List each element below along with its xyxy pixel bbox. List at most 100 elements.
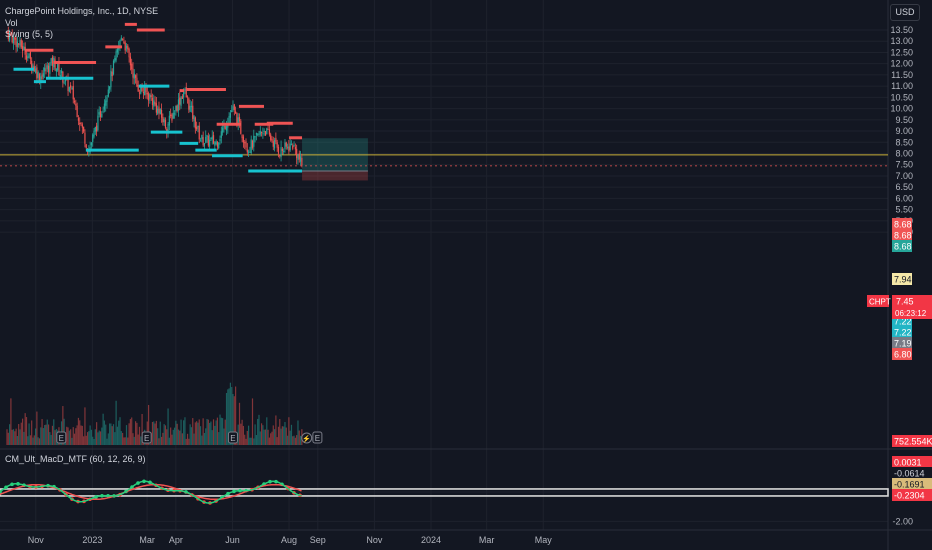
volume-bar xyxy=(77,417,80,445)
candle-body xyxy=(293,144,295,147)
candle-body xyxy=(23,46,25,51)
candle-body xyxy=(167,123,169,132)
currency-button[interactable]: USD xyxy=(890,4,920,21)
candle-body xyxy=(283,150,285,153)
swing-lines xyxy=(13,22,303,173)
volume-bar xyxy=(29,435,31,445)
volume-bars xyxy=(6,382,303,445)
candle-body xyxy=(50,58,52,64)
candle-body xyxy=(189,105,191,112)
volume-bar xyxy=(151,422,154,445)
volume-bar xyxy=(114,432,116,445)
volume-bar xyxy=(260,423,263,445)
volume-bar xyxy=(72,427,74,445)
volume-bar xyxy=(294,437,296,445)
level-badge-red: 8.68 xyxy=(892,229,912,241)
candle-body xyxy=(245,141,247,148)
volume-bar xyxy=(280,428,282,445)
volume-bar xyxy=(175,420,177,445)
volume-bar xyxy=(93,438,95,445)
volume-bar xyxy=(140,436,142,445)
candle-body xyxy=(111,71,113,77)
candle-body xyxy=(20,40,22,48)
price-tick-label: 13.50 xyxy=(890,25,913,35)
candle-body xyxy=(236,113,238,126)
macd-zero-band xyxy=(0,488,889,497)
volume-bar xyxy=(84,407,86,445)
volume-bar xyxy=(177,429,180,445)
candle-body xyxy=(28,53,30,58)
candle-body xyxy=(257,133,259,135)
volume-bar xyxy=(276,437,278,445)
volume-bar xyxy=(81,425,83,445)
volume-bar xyxy=(201,435,203,445)
candle-body xyxy=(125,45,128,49)
volume-bar xyxy=(89,425,91,445)
candle-body xyxy=(202,137,204,146)
volume-bar xyxy=(216,417,219,445)
volume-bar xyxy=(21,418,24,445)
candle-body xyxy=(288,146,290,152)
level-badge-teal-text: 7.22 xyxy=(894,317,912,327)
price-tick-label: 9.00 xyxy=(895,126,913,136)
candle-body xyxy=(206,134,208,138)
candle-body xyxy=(31,60,33,69)
candle-body xyxy=(77,118,80,121)
candle-body xyxy=(220,131,222,138)
candle-body xyxy=(10,33,12,36)
candle-body xyxy=(107,89,109,97)
volume-bar xyxy=(25,417,28,445)
volume-bar xyxy=(197,422,199,445)
candle-body xyxy=(145,85,147,93)
candle-body xyxy=(292,145,294,149)
candle-body xyxy=(134,75,137,78)
candle-body xyxy=(110,70,112,88)
candle-body xyxy=(249,151,251,153)
candle-body xyxy=(250,139,252,154)
macd-value-badge-bg xyxy=(892,489,932,501)
price-tick-label: 12.50 xyxy=(890,47,913,57)
volume-bar xyxy=(246,430,248,445)
volume-bar xyxy=(98,430,100,445)
volume-bar xyxy=(238,402,241,445)
macd-value-badge-bg xyxy=(892,478,932,490)
candle-body xyxy=(170,114,172,117)
volume-bar xyxy=(62,406,64,445)
candle-body xyxy=(47,65,50,73)
candle-body xyxy=(284,142,286,149)
candle-body xyxy=(46,65,48,70)
volume-bar xyxy=(96,422,98,445)
volume-bar xyxy=(20,422,22,445)
candle-body xyxy=(84,132,86,144)
volume-bar xyxy=(262,425,264,445)
volume-bar xyxy=(210,421,212,445)
candle-body xyxy=(63,82,65,84)
volume-bar xyxy=(173,427,176,445)
candle-body xyxy=(246,149,248,153)
volume-bar xyxy=(168,437,170,445)
candle-body xyxy=(105,100,107,106)
volume-bar xyxy=(131,417,133,445)
volume-bar xyxy=(215,420,217,445)
volume-bar xyxy=(106,438,108,445)
volume-bar xyxy=(273,429,276,445)
level-badge-red-text: 8.68 xyxy=(894,220,912,230)
level-badge-gray-bg xyxy=(892,337,912,349)
volume-bar xyxy=(83,436,85,445)
candle-body xyxy=(25,55,28,60)
volume-bar xyxy=(203,432,206,445)
volume-bar xyxy=(193,433,195,445)
candle-body xyxy=(103,103,106,110)
volume-bar xyxy=(158,438,160,445)
volume-bar xyxy=(42,428,44,445)
volume-bar xyxy=(227,389,229,445)
candle-body xyxy=(241,134,243,139)
volume-bar xyxy=(118,420,120,445)
volume-bar xyxy=(235,386,237,445)
price-tick-label: 9.50 xyxy=(895,115,913,125)
candle-body xyxy=(116,48,119,53)
volume-bar xyxy=(27,436,29,445)
candle-body xyxy=(142,92,144,94)
